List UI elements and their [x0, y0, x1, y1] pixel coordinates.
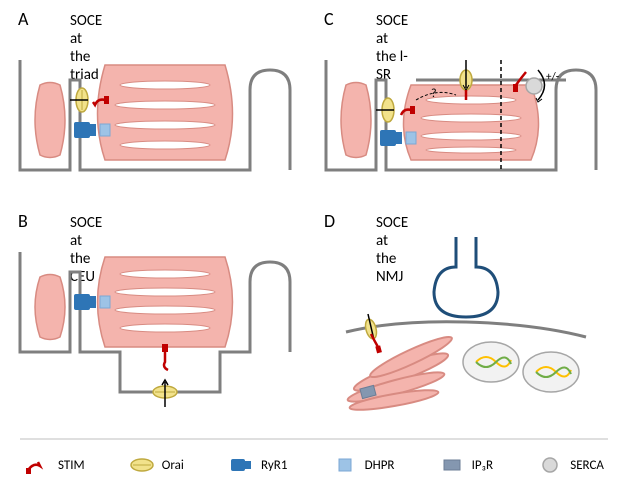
panel-d-diagram	[316, 232, 616, 432]
panel-d-label: D	[324, 210, 335, 232]
legend-orai-label: Orai	[162, 458, 184, 473]
legend-ip3r: IP₃R	[438, 456, 493, 474]
panel-c-diagram: ? +/-	[316, 30, 616, 210]
question-mark: ?	[431, 87, 437, 101]
legend-serca: SERCA	[536, 456, 604, 474]
legend-serca-label: SERCA	[570, 458, 604, 473]
legend-stim-label: STIM	[58, 458, 85, 473]
legend-ryr1-label: RyR1	[261, 458, 287, 473]
legend-orai: Orai	[128, 456, 184, 474]
panel-b-label: B	[18, 210, 28, 232]
legend-ip3r-label: IP₃R	[472, 458, 493, 473]
phi-annotation: +/-	[546, 70, 559, 83]
legend-ryr1: RyR1	[227, 456, 287, 474]
panel-a-label: A	[18, 8, 28, 30]
legend: STIM Orai RyR1 DHPR IP₃R SERCA	[0, 438, 628, 494]
legend-dhpr: DHPR	[331, 456, 395, 474]
panel-c-label: C	[324, 8, 334, 30]
legend-stim: STIM	[24, 456, 85, 474]
legend-dhpr-label: DHPR	[365, 458, 395, 473]
panel-a-diagram	[10, 30, 310, 210]
panel-b-diagram	[10, 232, 310, 432]
